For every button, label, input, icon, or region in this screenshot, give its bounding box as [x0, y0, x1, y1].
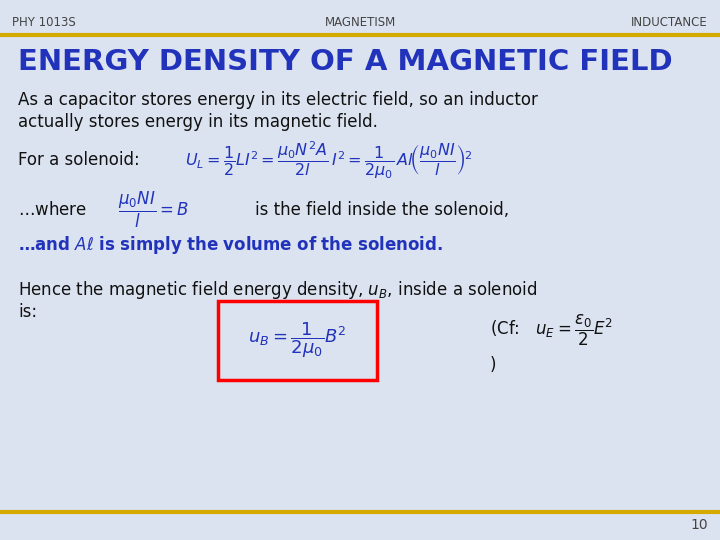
Text: ENERGY DENSITY OF A MAGNETIC FIELD: ENERGY DENSITY OF A MAGNETIC FIELD — [18, 48, 672, 76]
Text: As a capacitor stores energy in its electric field, so an inductor: As a capacitor stores energy in its elec… — [18, 91, 538, 109]
Text: $\mathbf{\ldots and}\ \mathit{A\ell}\ \mathbf{is\ simply\ the\ volume\ of\ the\ : $\mathbf{\ldots and}\ \mathit{A\ell}\ \m… — [18, 234, 443, 256]
FancyBboxPatch shape — [218, 301, 377, 380]
Text: ): ) — [490, 356, 497, 374]
Text: Hence the magnetic field energy density, $u_B$, inside a solenoid: Hence the magnetic field energy density,… — [18, 279, 538, 301]
Text: MAGNETISM: MAGNETISM — [325, 16, 395, 29]
Text: INDUCTANCE: INDUCTANCE — [631, 16, 708, 29]
Text: is the field inside the solenoid,: is the field inside the solenoid, — [255, 201, 509, 219]
Text: $\dfrac{\mu_0 NI}{l} = B$: $\dfrac{\mu_0 NI}{l} = B$ — [118, 190, 189, 230]
Text: 10: 10 — [690, 518, 708, 532]
Text: actually stores energy in its magnetic field.: actually stores energy in its magnetic f… — [18, 113, 378, 131]
Text: For a solenoid:: For a solenoid: — [18, 151, 140, 169]
Text: $\ldots$where: $\ldots$where — [18, 201, 87, 219]
Text: $U_L = \dfrac{1}{2}LI^2 = \dfrac{\mu_0 N^2 A}{2l}\,I^2 = \dfrac{1}{2\mu_0}\,Al\!: $U_L = \dfrac{1}{2}LI^2 = \dfrac{\mu_0 N… — [185, 139, 472, 181]
Text: $u_B = \dfrac{1}{2\mu_0}B^2$: $u_B = \dfrac{1}{2\mu_0}B^2$ — [248, 320, 346, 360]
Text: PHY 1013S: PHY 1013S — [12, 16, 76, 29]
Text: (Cf:   $u_E = \dfrac{\varepsilon_0}{2}E^2$: (Cf: $u_E = \dfrac{\varepsilon_0}{2}E^2$ — [490, 313, 613, 348]
Text: is:: is: — [18, 303, 37, 321]
